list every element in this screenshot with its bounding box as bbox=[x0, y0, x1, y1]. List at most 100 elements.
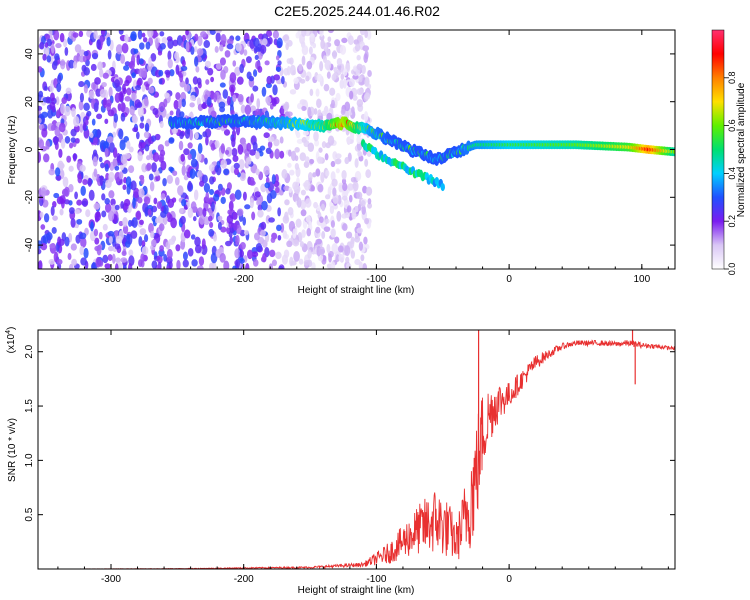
noise-cell bbox=[266, 75, 273, 85]
spectrogram-plot-area bbox=[38, 30, 675, 269]
noise-cell bbox=[98, 231, 103, 240]
noise-cell bbox=[220, 34, 227, 46]
noise-cell bbox=[141, 84, 146, 92]
noise-cell bbox=[321, 231, 326, 239]
noise-cell bbox=[72, 61, 78, 69]
noise-cell bbox=[67, 252, 72, 261]
colorbar-tick-label: 0.6 bbox=[727, 119, 737, 132]
noise-cell bbox=[83, 102, 90, 112]
noise-cell bbox=[190, 158, 198, 168]
noise-cell bbox=[271, 97, 277, 107]
noise-cell bbox=[122, 264, 127, 269]
noise-cell bbox=[120, 257, 128, 263]
noise-cell bbox=[237, 94, 244, 103]
noise-cell bbox=[282, 34, 290, 42]
noise-cell bbox=[196, 77, 202, 86]
noise-cell bbox=[132, 197, 136, 209]
noise-cell bbox=[184, 128, 191, 139]
noise-cell bbox=[261, 38, 268, 46]
noise-cell bbox=[220, 69, 226, 80]
noise-cell bbox=[305, 75, 310, 82]
noise-cell bbox=[198, 256, 205, 266]
noise-cell bbox=[230, 109, 235, 116]
noise-cell bbox=[288, 186, 293, 193]
colorbar: 0.0 0.2 0.4 0.6 0.8 Normalized spectral ampl… bbox=[711, 29, 747, 275]
noise-cell bbox=[267, 136, 275, 143]
noise-cell bbox=[150, 135, 157, 142]
noise-cell bbox=[114, 79, 120, 88]
noise-cell bbox=[120, 200, 125, 209]
noise-cell bbox=[111, 253, 116, 264]
noise-cell bbox=[162, 177, 167, 187]
noise-cell bbox=[204, 94, 209, 100]
noise-cell bbox=[98, 156, 103, 163]
noise-cell bbox=[43, 85, 48, 91]
noise-cell bbox=[356, 191, 363, 200]
noise-cell bbox=[122, 224, 129, 235]
noise-cell bbox=[254, 191, 261, 198]
noise-cell bbox=[267, 141, 273, 149]
noise-cell bbox=[161, 36, 168, 45]
noise-cell bbox=[68, 59, 75, 69]
noise-cell bbox=[326, 71, 331, 79]
noise-cell bbox=[59, 195, 66, 204]
noise-cell bbox=[330, 261, 336, 269]
noise-cell bbox=[202, 131, 208, 138]
noise-cell bbox=[52, 136, 60, 144]
noise-cell bbox=[118, 171, 124, 180]
noise-cell bbox=[255, 151, 260, 160]
noise-cell bbox=[104, 147, 109, 158]
noise-cell bbox=[114, 92, 121, 104]
noise-cell bbox=[139, 42, 145, 50]
noise-cell bbox=[57, 74, 62, 85]
noise-cell bbox=[357, 150, 362, 157]
noise-cell bbox=[182, 251, 188, 261]
noise-cell bbox=[333, 66, 338, 73]
noise-cell bbox=[158, 101, 166, 112]
noise-cell bbox=[301, 229, 306, 238]
noise-cell bbox=[215, 30, 222, 34]
snr-scale-label: (x104) bbox=[5, 327, 17, 354]
noise-cell bbox=[219, 253, 226, 263]
noise-cell bbox=[140, 253, 145, 264]
noise-cell bbox=[342, 223, 348, 231]
noise-cell bbox=[159, 120, 164, 129]
noise-cell bbox=[108, 235, 113, 244]
noise-cell bbox=[325, 169, 330, 177]
noise-cell bbox=[68, 184, 74, 193]
noise-cell bbox=[307, 172, 313, 182]
noise-cell bbox=[272, 30, 279, 39]
noise-cell bbox=[202, 207, 207, 218]
noise-cell bbox=[320, 39, 325, 50]
noise-cell bbox=[279, 150, 285, 159]
noise-cell bbox=[91, 118, 96, 126]
noise-cell bbox=[261, 86, 267, 97]
noise-cell bbox=[166, 248, 173, 259]
noise-cell bbox=[195, 66, 200, 73]
noise-cell bbox=[365, 186, 373, 196]
noise-cell bbox=[217, 183, 223, 191]
noise-cell bbox=[114, 243, 121, 250]
noise-cell bbox=[219, 44, 224, 52]
noise-cell bbox=[269, 249, 276, 258]
noise-cell bbox=[130, 92, 137, 102]
spectrogram-xtick-label: -300 bbox=[101, 274, 121, 285]
noise-cell bbox=[57, 236, 62, 246]
noise-cell bbox=[138, 188, 145, 198]
noise-cell bbox=[132, 115, 138, 124]
noise-cell bbox=[239, 258, 245, 264]
noise-cell bbox=[317, 183, 324, 193]
noise-cell bbox=[286, 65, 291, 76]
noise-cell bbox=[96, 113, 103, 120]
noise-cell bbox=[94, 77, 101, 85]
noise-cell bbox=[86, 110, 92, 117]
noise-cell bbox=[152, 107, 159, 116]
noise-cell bbox=[205, 191, 210, 203]
noise-cell bbox=[344, 156, 350, 165]
noise-cell bbox=[90, 221, 94, 232]
noise-cell bbox=[285, 42, 289, 51]
noise-cell bbox=[334, 158, 341, 165]
noise-cell bbox=[264, 60, 270, 66]
noise-cell bbox=[277, 234, 282, 241]
noise-cell bbox=[43, 153, 50, 163]
